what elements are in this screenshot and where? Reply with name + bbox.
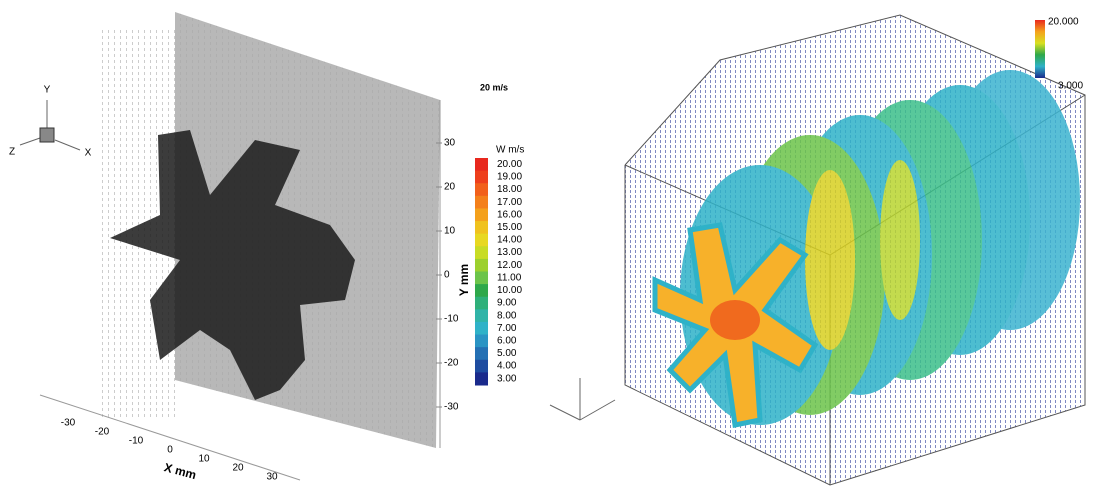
- x-tick-label: 30: [266, 472, 278, 483]
- triad-label: X: [85, 148, 92, 159]
- triad-label: Z: [9, 147, 15, 158]
- colorbar-label: 14.00: [497, 235, 522, 246]
- left-panel: Y Z X 20 m/s W m/s Y mm X mm 20.0019.001…: [9, 12, 524, 483]
- colorbar-band: [475, 322, 488, 335]
- colorbar-label: 18.00: [497, 184, 522, 195]
- colorbar-label: 20.00: [497, 159, 522, 170]
- y-tick-label: 30: [444, 138, 456, 149]
- y-tick-label: 20: [444, 182, 456, 193]
- star-core: [710, 300, 760, 340]
- colorbar-band: [475, 309, 488, 322]
- colorbar-label: 15.00: [497, 222, 522, 233]
- colorbar-band: [475, 171, 488, 184]
- colorbar-band: [475, 183, 488, 196]
- colorbar-label: 7.00: [497, 323, 517, 334]
- x-tick-label: 0: [167, 445, 173, 456]
- x-tick-label: -10: [129, 436, 144, 447]
- y-tick-label: -10: [444, 314, 459, 325]
- colorbar-band: [475, 158, 488, 171]
- colorbar-band: [475, 284, 488, 297]
- colorbar-band: [475, 347, 488, 360]
- colorbar-label: 9.00: [497, 298, 517, 309]
- colorbar-band: [475, 221, 488, 234]
- colorbar-band: [475, 335, 488, 348]
- right-panel: 20.000 3.000: [550, 15, 1085, 485]
- triad-line: [550, 405, 580, 420]
- colorbar-title: W m/s: [496, 145, 524, 156]
- colorbar-label: 5.00: [497, 348, 517, 359]
- colorbar-label: 20.000: [1048, 17, 1079, 28]
- colorbar-label: 11.00: [497, 272, 522, 283]
- y-tick-label: -30: [444, 402, 459, 413]
- triad-cube: [40, 128, 54, 142]
- colorbar-label: 4.00: [497, 361, 517, 372]
- triad-line: [55, 140, 80, 150]
- colorbar-label: 8.00: [497, 310, 517, 321]
- colorbar-band: [475, 246, 488, 259]
- x-tick-label: -30: [61, 418, 76, 429]
- colorbar-label: 19.00: [497, 172, 522, 183]
- colorbar-band: [475, 360, 488, 373]
- colorbar-band: [475, 297, 488, 310]
- colorbar-band: [475, 196, 488, 209]
- colorbar-band: [475, 234, 488, 247]
- colorbar-label: 3.00: [497, 373, 517, 384]
- x-tick-label: 20: [232, 463, 244, 474]
- colorbar-band: [475, 272, 488, 285]
- y-tick-label: -20: [444, 358, 459, 369]
- colorbar-band: [475, 259, 488, 272]
- figure: Y Z X 20 m/s W m/s Y mm X mm 20.0019.001…: [0, 0, 1095, 489]
- colorbar: [1035, 20, 1045, 78]
- colorbar-label: 6.00: [497, 336, 517, 347]
- colorbar-band: [475, 208, 488, 221]
- x-axis-title: X mm: [163, 460, 198, 482]
- x-tick-label: -20: [95, 427, 110, 438]
- reference-vector: 20 m/s: [480, 82, 508, 92]
- x-tick-label: 10: [198, 454, 210, 465]
- triad-label: Y: [44, 85, 51, 96]
- triad-line: [20, 138, 40, 145]
- colorbar-label: 17.00: [497, 197, 522, 208]
- y-tick-label: 10: [444, 226, 456, 237]
- y-axis-title: Y mm: [457, 264, 471, 296]
- triad-line: [580, 400, 615, 420]
- colorbar-label: 3.000: [1058, 81, 1083, 92]
- colorbar-label: 12.00: [497, 260, 522, 271]
- colorbar-label: 13.00: [497, 247, 522, 258]
- y-tick-label: 0: [444, 270, 450, 281]
- colorbar-label: 10.00: [497, 285, 522, 296]
- colorbar-band: [475, 372, 488, 385]
- colorbar-label: 16.00: [497, 209, 522, 220]
